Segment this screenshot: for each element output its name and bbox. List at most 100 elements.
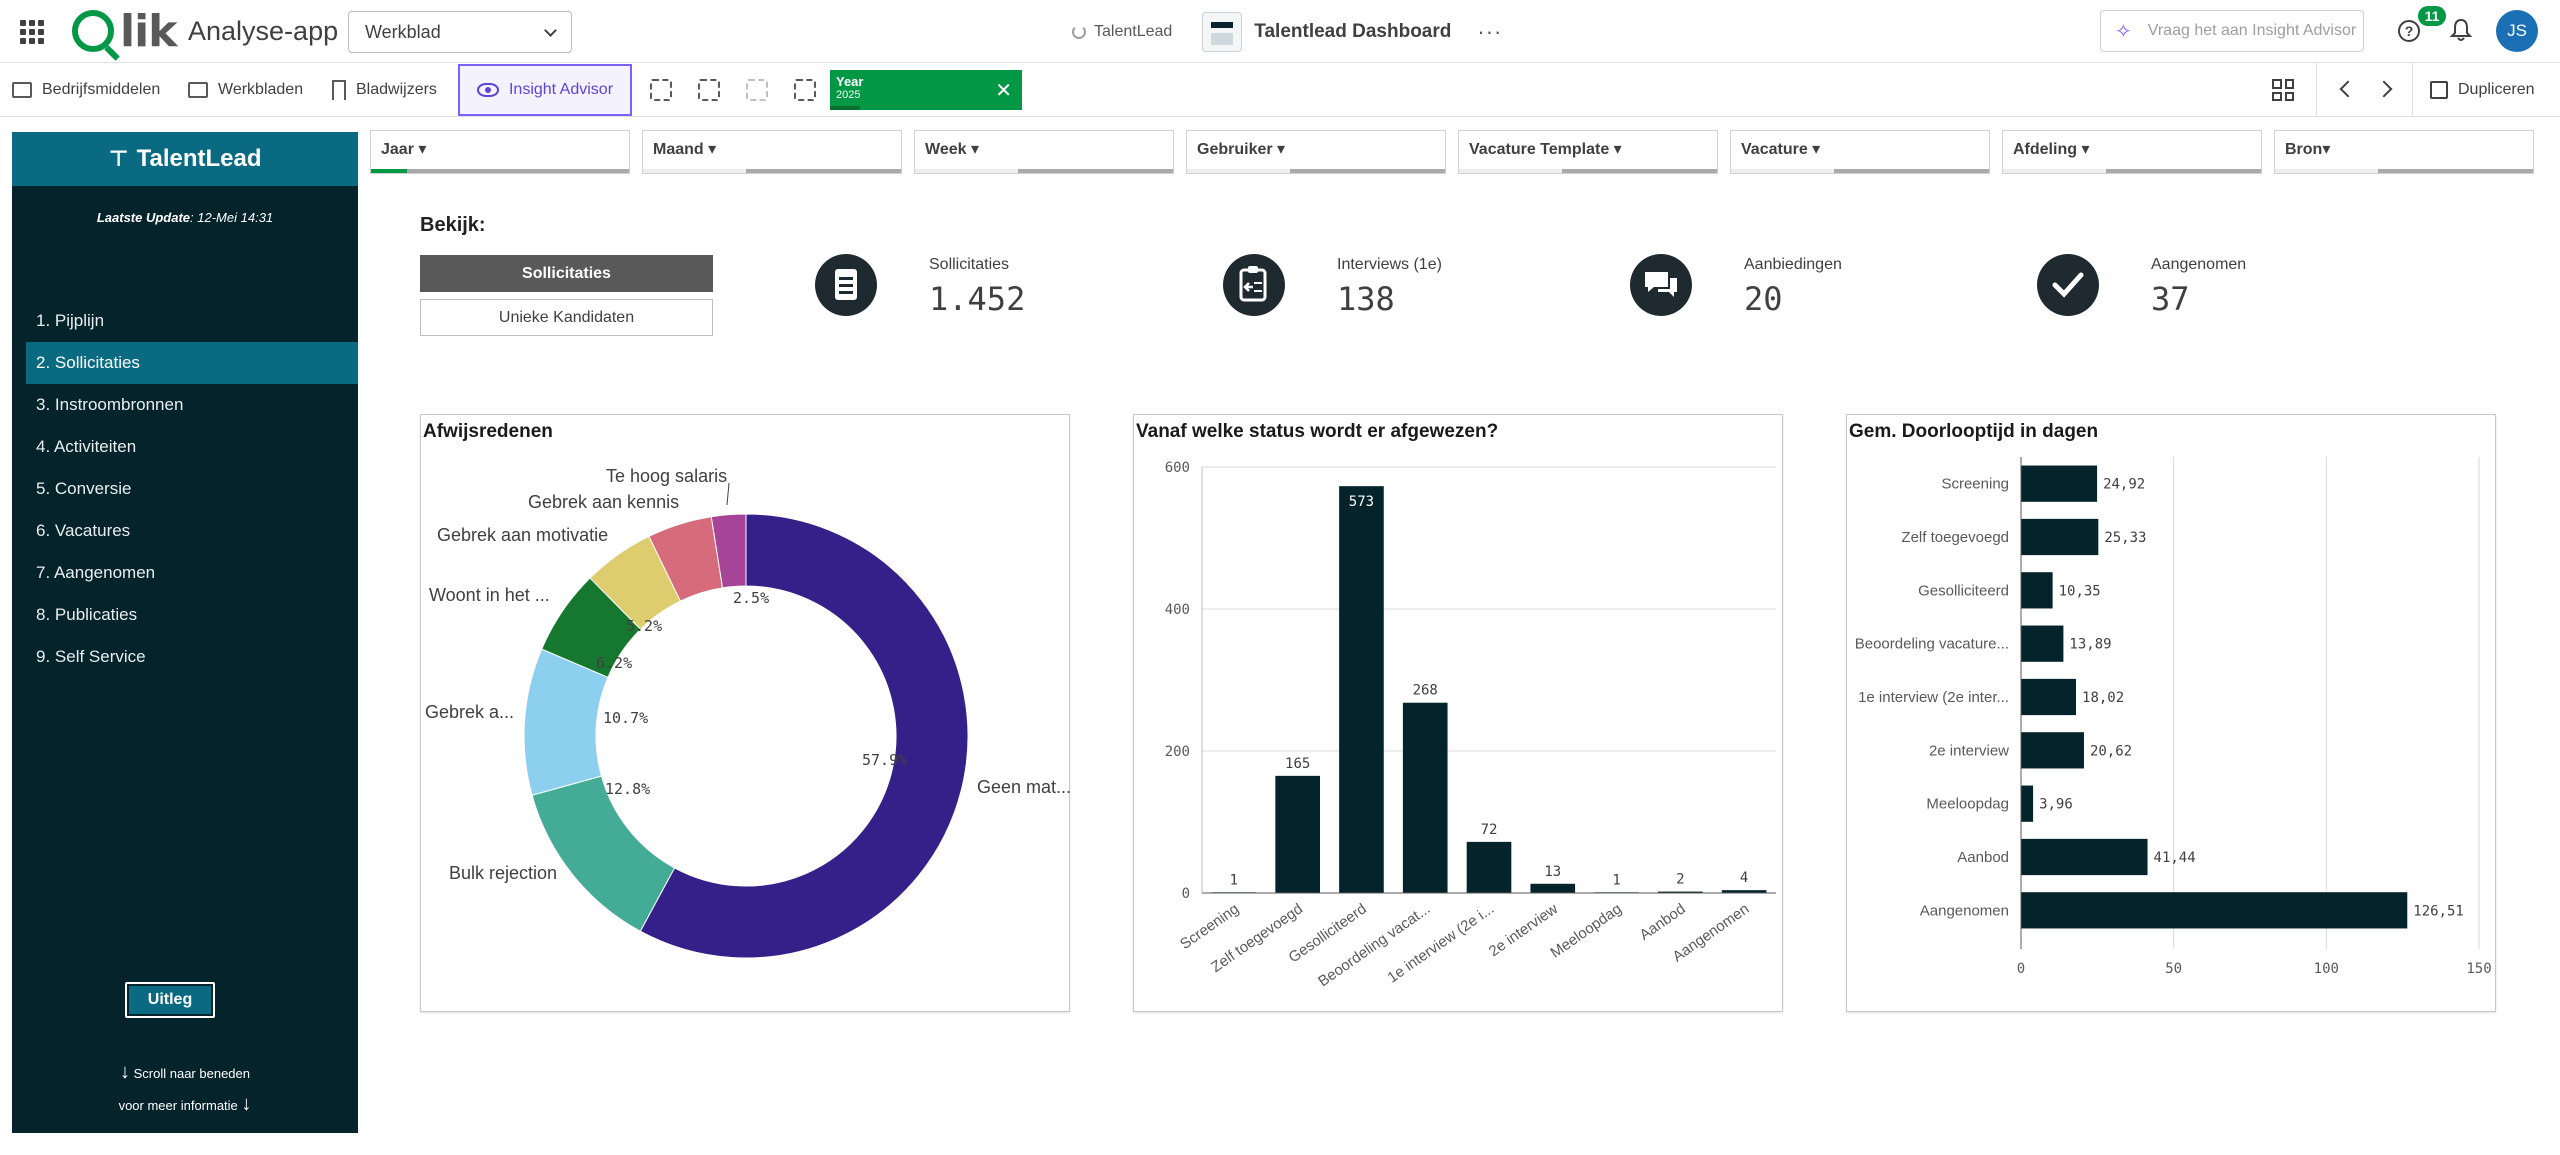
sheets-button[interactable]: Werkbladen xyxy=(188,63,303,117)
x-tick-label: 100 xyxy=(2314,961,2339,977)
bookmarks-label: Bladwijzers xyxy=(356,81,437,98)
duplicate-icon xyxy=(2430,81,2448,99)
app-launcher-icon[interactable] xyxy=(20,20,44,44)
bar[interactable] xyxy=(2021,892,2408,929)
bar[interactable] xyxy=(2021,625,2064,662)
avatar[interactable]: JS xyxy=(2496,10,2538,52)
top-bar: lik Analyse-app Werkblad TalentLead Tale… xyxy=(0,0,2560,63)
bar-value-label: 1 xyxy=(1612,872,1620,888)
clear-selections-icon[interactable] xyxy=(794,79,816,101)
bar-value-label: 25,33 xyxy=(2104,530,2146,546)
space-name-label: TalentLead xyxy=(1094,23,1173,40)
bookmarks-button[interactable]: Bladwijzers xyxy=(332,63,437,117)
bar[interactable] xyxy=(2021,785,2034,822)
sidebar-item[interactable]: 1. Pijplijn xyxy=(26,300,358,342)
sidebar-item[interactable]: 2. Sollicitaties xyxy=(26,342,358,384)
filter-pane[interactable]: Maand ▾ xyxy=(642,130,902,174)
filter-pane[interactable]: Vacature ▾ xyxy=(1730,130,1990,174)
donut-chart-panel[interactable]: Afwijsredenen Geen mat... 57.9% Bulk rejec… xyxy=(420,414,1071,1012)
sidebar-item[interactable]: 5. Conversie xyxy=(26,468,358,510)
filter-pane[interactable]: Bron▾ xyxy=(2274,130,2534,174)
sheet-select[interactable]: Werkblad xyxy=(348,11,572,53)
view-sollicitaties-button[interactable]: Sollicitaties xyxy=(420,255,713,292)
view-unique-candidates-button[interactable]: Unieke Kandidaten xyxy=(420,299,713,336)
bar[interactable] xyxy=(1530,883,1576,893)
filter-pane[interactable]: Jaar ▾ xyxy=(370,130,630,174)
assets-button[interactable]: Bedrijfsmiddelen xyxy=(12,63,160,117)
sidebar-item[interactable]: 4. Activiteiten xyxy=(26,426,358,468)
sidebar-item[interactable]: 8. Publicaties xyxy=(26,594,358,636)
bar[interactable] xyxy=(1658,891,1703,893)
filter-title: Week ▾ xyxy=(925,141,979,158)
bar-value-label: 72 xyxy=(1481,822,1498,838)
sidebar-item-label: 2. Sollicitaties xyxy=(36,353,140,372)
sheet-select-label: Werkblad xyxy=(365,21,441,42)
sidebar-item[interactable]: 6. Vacatures xyxy=(26,510,358,552)
y-tick-label: 2e interview xyxy=(1929,742,2009,759)
duplicate-button[interactable]: Dupliceren xyxy=(2430,63,2534,117)
previous-sheet-icon[interactable] xyxy=(2339,80,2357,98)
donut-slice[interactable] xyxy=(531,775,676,932)
smart-search-icon[interactable] xyxy=(650,79,672,101)
next-sheet-icon[interactable] xyxy=(2375,80,2393,98)
step-back-icon[interactable] xyxy=(698,79,720,101)
bar[interactable] xyxy=(2021,838,2148,876)
filter-pane[interactable]: Vacature Template ▾ xyxy=(1458,130,1718,174)
y-tick-label: 400 xyxy=(1165,602,1190,618)
arrow-down-icon: ↓ xyxy=(120,1061,130,1083)
filter-title: Afdeling ▾ xyxy=(2013,141,2090,158)
sidebar-item-label: 5. Conversie xyxy=(36,479,132,498)
selection-chip-year[interactable]: Year 2025 ✕ xyxy=(830,70,1022,110)
bar[interactable] xyxy=(1339,486,1384,893)
qlik-logo[interactable]: lik xyxy=(72,6,177,57)
filter-title: Gebruiker ▾ xyxy=(1197,141,1286,158)
slice-percent: 10.7% xyxy=(603,709,648,727)
filter-pane[interactable]: Afdeling ▾ xyxy=(2002,130,2262,174)
chart-title: Afwijsredenen xyxy=(423,421,553,442)
sidebar-brand: ⊤ TalentLead xyxy=(12,132,358,186)
slice-label: Gebrek aan motivatie xyxy=(437,525,608,545)
bar[interactable] xyxy=(1275,775,1320,893)
bar-chart-panel[interactable]: Vanaf welke status wordt er afgewezen? 0… xyxy=(1133,414,1783,1012)
filter-pane[interactable]: Week ▾ xyxy=(914,130,1174,174)
help-icon[interactable]: ? xyxy=(2398,20,2420,42)
kpi-value: 37 xyxy=(2151,280,2190,318)
filter-pane[interactable]: Gebruiker ▾ xyxy=(1186,130,1446,174)
bar[interactable] xyxy=(2021,572,2053,609)
bar-value-label: 13,89 xyxy=(2069,637,2111,653)
space-name[interactable]: TalentLead xyxy=(1072,23,1172,41)
sidebar-item[interactable]: 3. Instroombronnen xyxy=(26,384,358,426)
duplicate-label: Dupliceren xyxy=(2458,81,2535,98)
view-title: Bekijk: xyxy=(420,214,486,236)
donut-slice[interactable] xyxy=(639,513,969,959)
selection-field: Year xyxy=(836,74,864,89)
more-options-icon[interactable]: ··· xyxy=(1477,19,1503,44)
app-thumbnail xyxy=(1202,12,1243,52)
bar[interactable] xyxy=(2021,465,2098,502)
bar[interactable] xyxy=(1466,841,1512,893)
panel-icon xyxy=(12,82,32,98)
bar-value-label: 13 xyxy=(1544,864,1561,880)
grid-view-icon[interactable] xyxy=(2272,79,2294,101)
bar[interactable] xyxy=(2021,678,2077,716)
y-tick-label: 0 xyxy=(1182,886,1190,902)
hbar-chart-panel[interactable]: Gem. Doorlooptijd in dagen 0 50 100 150 24,9… xyxy=(1846,414,2496,1012)
kpi-card: Sollicitaties 1.452 xyxy=(815,252,1115,322)
close-icon[interactable]: ✕ xyxy=(995,80,1012,102)
insight-advisor-search[interactable]: ✧ Vraag het aan Insight Advisor xyxy=(2100,10,2364,52)
sidebar-item[interactable]: 9. Self Service xyxy=(26,636,358,678)
uitleg-button[interactable]: Uitleg xyxy=(125,982,215,1018)
sidebar-item[interactable]: 7. Aangenomen xyxy=(26,552,358,594)
bar[interactable] xyxy=(1402,702,1448,893)
insight-advisor-button[interactable]: Insight Advisor xyxy=(458,64,632,116)
bar[interactable] xyxy=(2021,518,2099,556)
bar-value-label: 20,62 xyxy=(2090,743,2132,759)
bell-icon[interactable] xyxy=(2450,18,2472,42)
sidebar-item-label: 1. Pijplijn xyxy=(36,311,105,330)
bar[interactable] xyxy=(1721,890,1767,893)
donut-chart: Geen mat... 57.9% Bulk rejection 12.8% Gebre… xyxy=(425,466,1071,959)
bar[interactable] xyxy=(2021,732,2084,769)
donut-slice[interactable] xyxy=(710,513,747,589)
filter-state-bar xyxy=(2003,169,2261,173)
